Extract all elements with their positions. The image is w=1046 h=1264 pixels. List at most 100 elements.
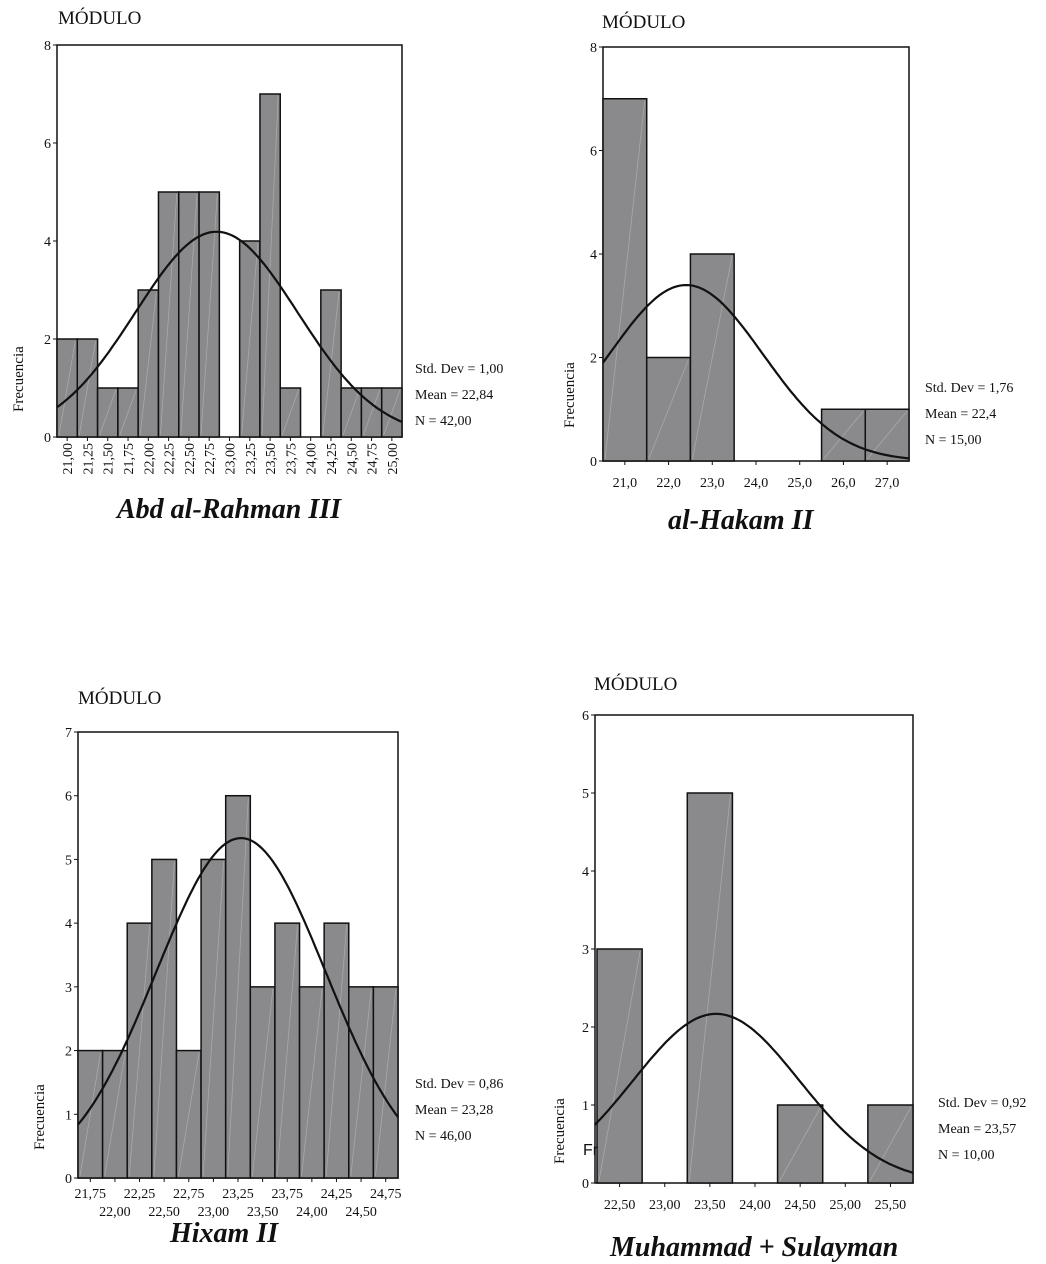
panel3-bar-hatch bbox=[153, 861, 175, 1177]
panel2-n: N = 15,00 bbox=[925, 433, 982, 448]
panel2-y-tick-label: 4 bbox=[590, 248, 597, 263]
panel1-y-tick-label: 8 bbox=[44, 39, 51, 54]
panel1-bar-hatch bbox=[322, 291, 340, 436]
panel4-ylabel: Frecuencia bbox=[552, 1098, 568, 1164]
panel1-x-tick-label: 21,75 bbox=[122, 443, 137, 475]
panel1-y-tick-label: 2 bbox=[44, 333, 51, 348]
panel1-y-tick-label: 4 bbox=[44, 235, 51, 250]
panel3-x-tick-label: 22,75 bbox=[173, 1187, 205, 1202]
panel2-bar-hatch bbox=[692, 255, 733, 460]
panel4-x-tick-label: 23,50 bbox=[694, 1198, 726, 1213]
panel3-x-tick-label: 23,50 bbox=[247, 1205, 279, 1220]
panel1-x-tick-label: 23,00 bbox=[224, 443, 239, 475]
panel4-variable-title: MÓDULO bbox=[594, 674, 678, 695]
panel1-x-tick-label: 23,75 bbox=[284, 443, 299, 475]
panel4-y-tick-label: 1 bbox=[582, 1099, 589, 1114]
panel4-x-tick-label: 22,50 bbox=[604, 1198, 636, 1213]
panel3-x-tick-label: 22,25 bbox=[124, 1187, 156, 1202]
panel1-caption: Abd al-Rahman III bbox=[117, 494, 342, 525]
panel1-bar-hatch bbox=[383, 389, 401, 436]
panel1-x-tick-label: 24,50 bbox=[345, 443, 360, 475]
panel2-x-tick-label: 27,0 bbox=[875, 476, 900, 491]
panel3-bar-hatch bbox=[350, 988, 372, 1177]
panel1-bar-hatch bbox=[99, 389, 117, 436]
panel4-y-tick-label: 3 bbox=[582, 943, 589, 958]
panel1-variable-title: MÓDULO bbox=[58, 8, 142, 29]
panel4-x-tick-label: 24,50 bbox=[784, 1198, 816, 1213]
panel1-x-tick-label: 24,00 bbox=[305, 443, 320, 475]
panel3-x-tick-label: 23,75 bbox=[271, 1187, 303, 1202]
panel3-bar-hatch bbox=[128, 925, 151, 1177]
panel3-bar-hatch bbox=[227, 797, 249, 1177]
panel1-bar-hatch bbox=[160, 193, 178, 436]
panel2-variable-title: MÓDULO bbox=[602, 12, 686, 33]
panel1-normal-curve bbox=[56, 230, 403, 423]
panel2-x-tick-label: 24,0 bbox=[744, 476, 769, 491]
panel3-std-dev: Std. Dev = 0,86 bbox=[415, 1077, 504, 1092]
panel4-y-tick-label: 2 bbox=[582, 1021, 589, 1036]
panel3-normal-curve bbox=[77, 836, 399, 1126]
panel2-x-tick-label: 21,0 bbox=[613, 476, 638, 491]
panel1-x-tick-label: 23,50 bbox=[264, 443, 279, 475]
panel1-bar-hatch bbox=[241, 242, 259, 436]
panel1-bar-hatch bbox=[281, 389, 299, 436]
panel3-bar-hatch bbox=[276, 925, 298, 1177]
panel1-plot-frame bbox=[56, 44, 403, 438]
panel1-x-tick-label: 25,00 bbox=[386, 443, 401, 475]
panel2-y-tick-label: 2 bbox=[590, 352, 597, 367]
panel2-bar-hatch bbox=[823, 410, 864, 460]
panel1-bar-hatch bbox=[139, 291, 157, 436]
panel4-y-tick-label: 0 bbox=[582, 1177, 589, 1192]
panel3-x-tick-label: 23,00 bbox=[198, 1205, 230, 1220]
panel4-std-dev: Std. Dev = 0,92 bbox=[938, 1096, 1027, 1111]
panel3-y-tick-label: 1 bbox=[65, 1108, 72, 1123]
panel1-x-tick-label: 23,25 bbox=[244, 443, 259, 475]
panel1-bar-hatch bbox=[180, 193, 198, 436]
panel4-x-tick-label: 24,00 bbox=[739, 1198, 771, 1213]
panel3-ylabel: Frecuencia bbox=[32, 1084, 48, 1150]
panel3-x-tick-label: 24,25 bbox=[321, 1187, 353, 1202]
panel2-bar-hatch bbox=[604, 100, 646, 460]
panel4-mean: Mean = 23,57 bbox=[938, 1122, 1017, 1137]
panel3-variable-title: MÓDULO bbox=[78, 688, 162, 709]
panel1-y-tick-label: 0 bbox=[44, 431, 51, 446]
panel1-bar-hatch bbox=[363, 389, 381, 436]
panel1-x-tick-label: 22,50 bbox=[183, 443, 198, 475]
panel2-y-tick-label: 8 bbox=[590, 41, 597, 56]
panel4-n: N = 10,00 bbox=[938, 1148, 995, 1163]
panel2-normal-curve bbox=[602, 284, 910, 460]
panel3-x-tick-label: 22,50 bbox=[148, 1205, 180, 1220]
panel1-bar-hatch bbox=[200, 193, 218, 436]
panel1-x-tick-label: 22,75 bbox=[203, 443, 218, 475]
panel3-bar-hatch bbox=[374, 988, 397, 1177]
panel2-x-tick-label: 23,0 bbox=[700, 476, 725, 491]
panel1-n: N = 42,00 bbox=[415, 414, 472, 429]
panel2-y-tick-label: 6 bbox=[590, 145, 597, 160]
panel3-x-tick-label: 23,25 bbox=[222, 1187, 254, 1202]
panel3-bar-hatch bbox=[301, 988, 323, 1177]
panel3-caption: Hixam II bbox=[170, 1218, 279, 1249]
panel1-stats: Std. Dev = 1,00 Mean = 22,84 N = 42,00 bbox=[415, 357, 503, 435]
panel3-y-tick-label: 7 bbox=[65, 726, 72, 741]
panel4-stats: Std. Dev = 0,92 Mean = 23,57 N = 10,00 bbox=[938, 1091, 1026, 1169]
panel2-x-tick-label: 25,0 bbox=[787, 476, 812, 491]
panel3-bar-hatch bbox=[79, 1052, 102, 1177]
panel2-mean: Mean = 22,4 bbox=[925, 407, 997, 422]
panel3-x-tick-label: 24,00 bbox=[296, 1205, 328, 1220]
panel1-bar-hatch bbox=[261, 95, 279, 436]
panel3-y-tick-label: 4 bbox=[65, 917, 72, 932]
panel1-bar-hatch bbox=[58, 340, 76, 436]
panel4-bar-hatch bbox=[598, 950, 641, 1182]
panel1-x-tick-label: 21,50 bbox=[102, 443, 117, 475]
panel3-bar-hatch bbox=[202, 861, 225, 1177]
panel1-x-tick-label: 22,25 bbox=[163, 443, 178, 475]
panel2-y-tick-label: 0 bbox=[590, 455, 597, 470]
panel3-stats: Std. Dev = 0,86 Mean = 23,28 N = 46,00 bbox=[415, 1072, 503, 1150]
panel1-x-tick-label: 24,75 bbox=[366, 443, 381, 475]
panel2-caption: al-Hakam II bbox=[668, 505, 814, 536]
panel3-x-tick-label: 21,75 bbox=[75, 1187, 107, 1202]
panel2-std-dev: Std. Dev = 1,76 bbox=[925, 381, 1014, 396]
panel1-x-tick-label: 21,00 bbox=[61, 443, 76, 475]
panel3-x-tick-label: 22,00 bbox=[99, 1205, 131, 1220]
